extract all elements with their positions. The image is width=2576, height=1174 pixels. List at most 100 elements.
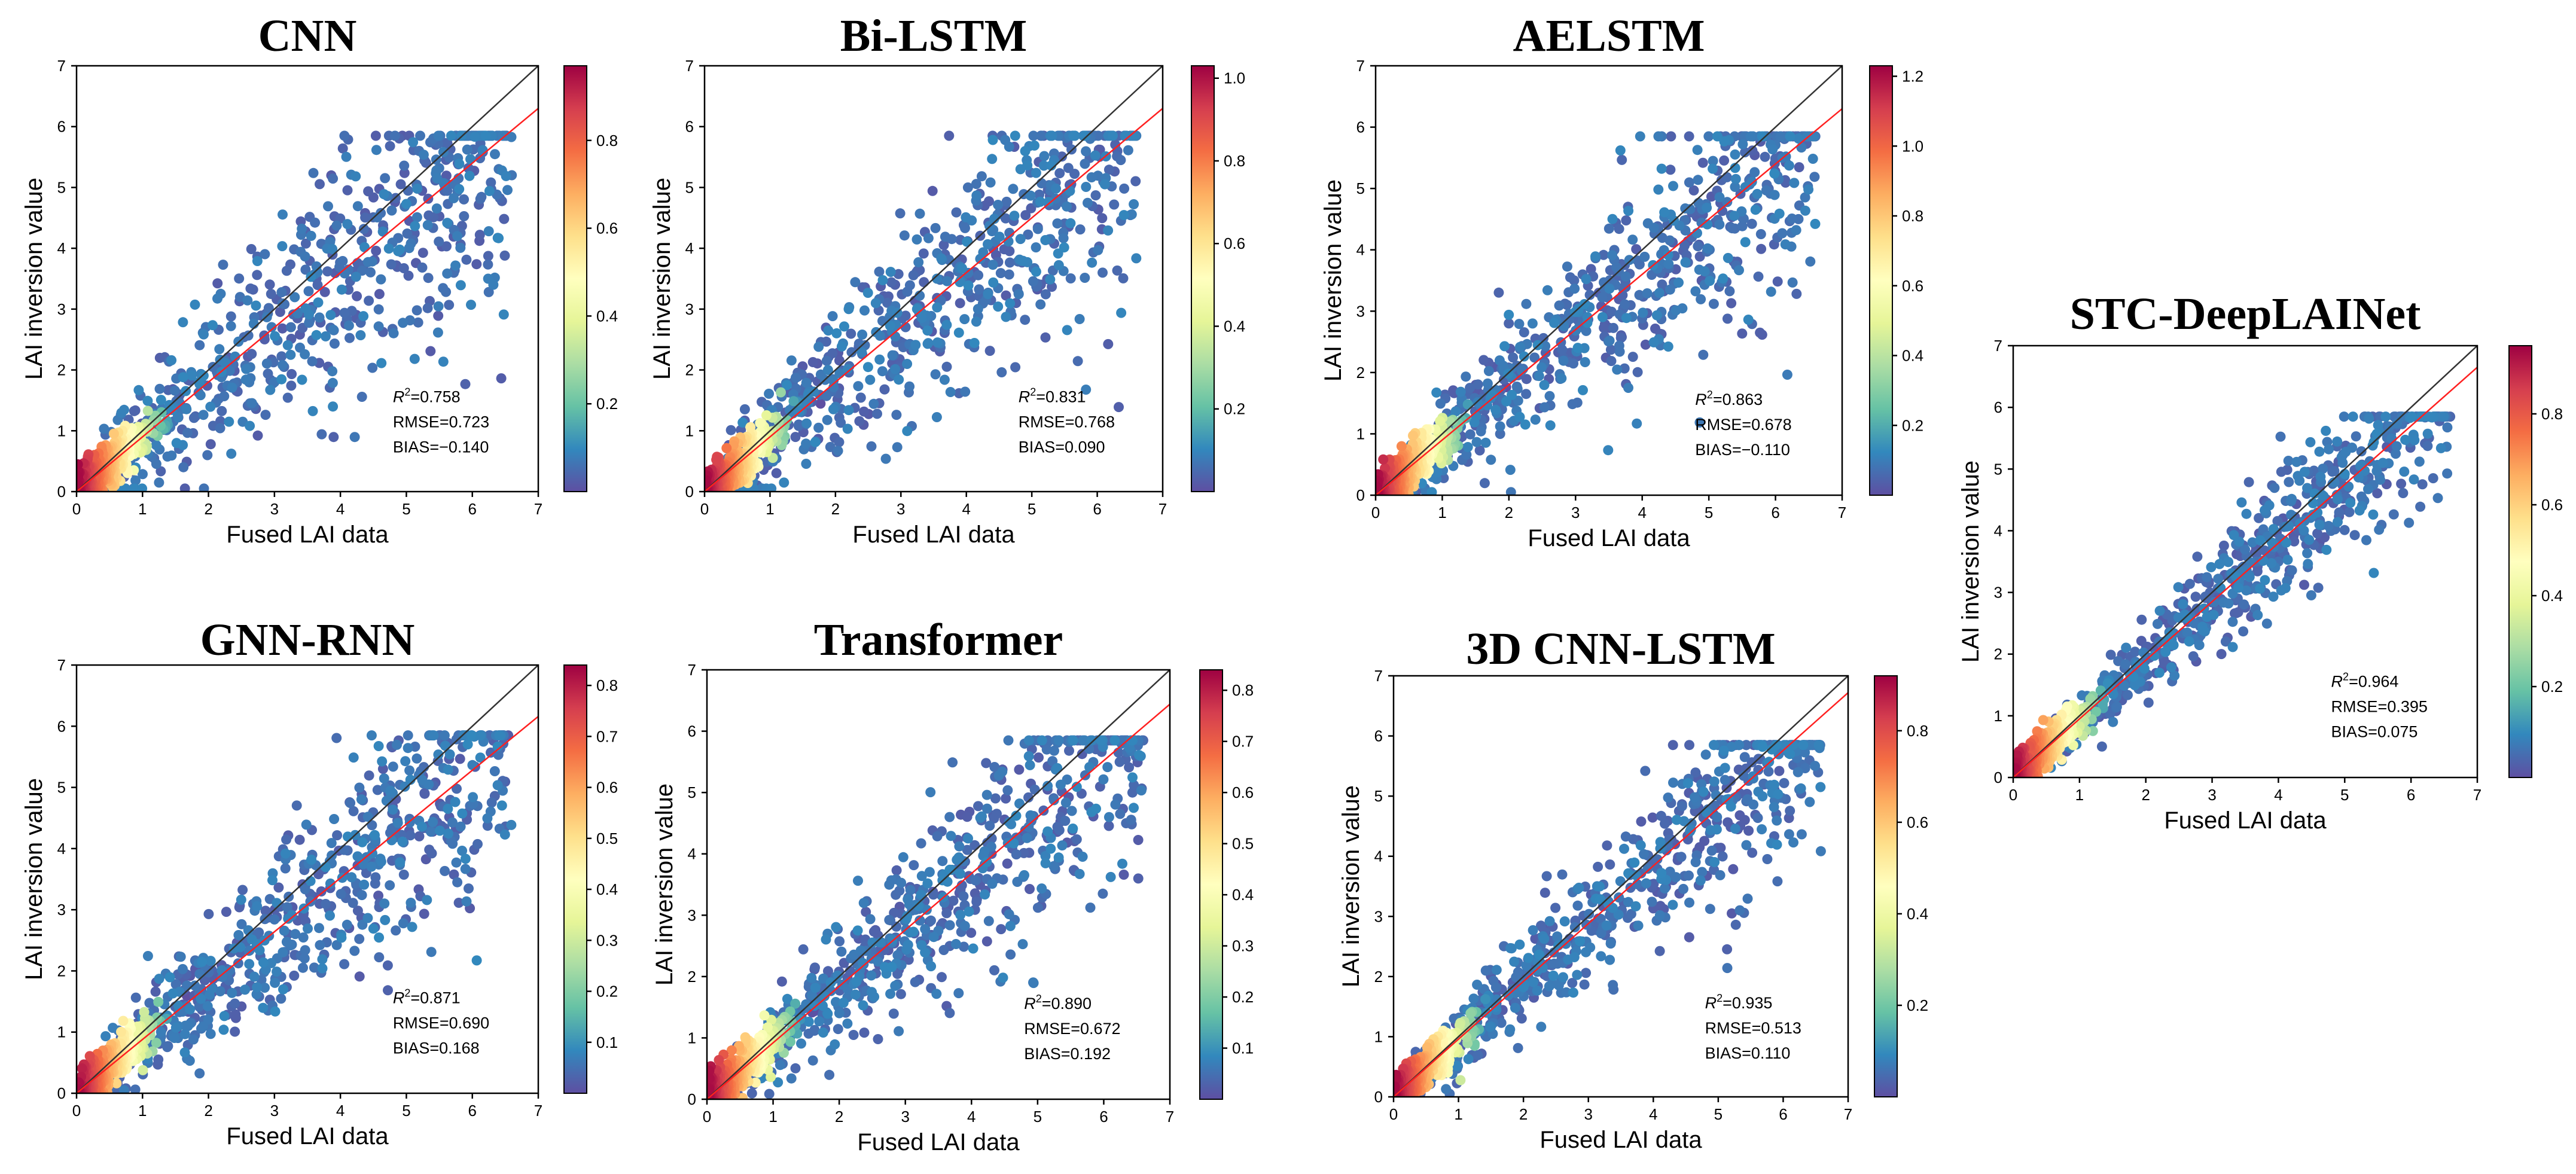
- data-point: [971, 316, 981, 327]
- data-point: [341, 151, 352, 162]
- data-point: [2276, 466, 2287, 477]
- data-point: [260, 410, 271, 420]
- data-point: [2303, 559, 2313, 569]
- data-point: [761, 410, 772, 420]
- data-point: [203, 908, 214, 919]
- y-tick-label: 6: [1994, 398, 2002, 416]
- data-point: [1666, 131, 1676, 142]
- data-point: [433, 301, 444, 312]
- data-point: [1565, 272, 1575, 283]
- data-point: [987, 260, 998, 270]
- data-point: [960, 386, 971, 397]
- colorbar-tick-label: 0.2: [2541, 678, 2563, 696]
- data-point: [1796, 142, 1807, 153]
- data-point: [426, 848, 437, 859]
- data-point: [1670, 305, 1681, 316]
- data-point: [365, 267, 376, 278]
- data-point: [343, 320, 354, 331]
- data-point: [1045, 274, 1056, 285]
- data-point: [482, 821, 493, 831]
- data-point: [237, 885, 248, 895]
- data-point: [323, 201, 333, 212]
- data-point: [916, 313, 927, 324]
- data-point: [1461, 371, 1471, 382]
- x-tick-label: 4: [962, 500, 970, 518]
- data-point: [1080, 130, 1090, 141]
- data-point: [433, 310, 444, 321]
- data-point: [856, 347, 867, 358]
- data-point: [187, 370, 197, 381]
- data-point: [1708, 155, 1718, 166]
- data-point: [2409, 435, 2420, 446]
- data-point: [2315, 498, 2326, 508]
- data-point: [1432, 467, 1443, 478]
- r2-symbol: R: [2331, 672, 2343, 690]
- colorbar-tick-label: 0.4: [1224, 317, 1245, 335]
- data-point: [332, 830, 343, 841]
- data-point: [426, 827, 436, 837]
- rmse-stat: RMSE=0.395: [2331, 697, 2428, 715]
- data-point: [739, 404, 750, 414]
- plot-area: [77, 665, 538, 1093]
- data-point: [411, 212, 422, 222]
- data-point: [1694, 417, 1705, 428]
- data-point: [2251, 548, 2262, 559]
- identity-line: [2013, 346, 2477, 777]
- data-point: [245, 283, 256, 294]
- data-point: [983, 239, 993, 249]
- data-point: [198, 410, 209, 420]
- data-point: [1065, 185, 1075, 196]
- data-point: [306, 230, 316, 241]
- data-point: [315, 940, 325, 950]
- data-point: [1617, 154, 1627, 165]
- data-point: [1805, 256, 1816, 267]
- data-point: [1627, 352, 1638, 362]
- data-point: [1663, 341, 1673, 352]
- data-point: [230, 998, 240, 1009]
- data-point: [2321, 425, 2331, 436]
- data-point: [246, 398, 257, 408]
- data-point: [2085, 694, 2096, 705]
- data-point: [790, 373, 801, 383]
- data-point: [260, 905, 271, 916]
- data-point: [1118, 210, 1129, 221]
- data-point: [2324, 444, 2334, 455]
- data-point: [2247, 537, 2258, 548]
- data-point: [1131, 253, 1142, 264]
- data-point: [331, 220, 342, 231]
- data-point: [2269, 483, 2280, 493]
- data-point: [499, 214, 510, 224]
- plot-area: [1376, 66, 1842, 495]
- data-point: [300, 264, 311, 275]
- data-point: [1031, 266, 1041, 277]
- data-point: [1663, 249, 1673, 260]
- data-point: [299, 953, 310, 963]
- data-point: [265, 385, 276, 395]
- data-point: [1062, 325, 1072, 336]
- data-point: [779, 477, 789, 488]
- data-point: [725, 425, 736, 435]
- data-point: [2206, 562, 2217, 572]
- data-point: [431, 203, 442, 214]
- data-point: [1000, 213, 1011, 224]
- data-point: [872, 408, 882, 419]
- data-point: [2357, 493, 2368, 504]
- data-point: [373, 321, 384, 332]
- data-point: [144, 998, 155, 1008]
- data-point: [2192, 551, 2203, 562]
- x-tick-label: 5: [1705, 504, 1713, 522]
- data-point: [404, 243, 414, 254]
- data-point: [1653, 184, 1664, 195]
- data-point: [846, 347, 857, 358]
- data-point: [846, 328, 856, 339]
- data-point: [843, 405, 854, 416]
- data-point: [252, 430, 263, 441]
- data-point: [241, 364, 252, 374]
- data-point: [314, 923, 324, 934]
- data-point: [1521, 298, 1532, 309]
- data-point: [290, 929, 301, 940]
- data-point: [169, 385, 180, 396]
- data-point: [205, 439, 216, 450]
- data-point: [2160, 647, 2171, 657]
